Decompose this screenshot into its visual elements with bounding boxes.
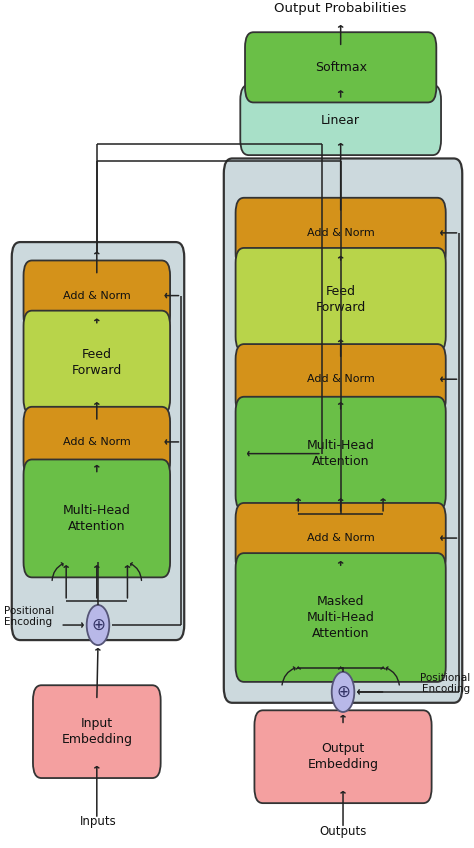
Circle shape: [332, 672, 355, 712]
Text: ⊕: ⊕: [336, 683, 350, 701]
Text: Inputs: Inputs: [80, 815, 116, 828]
FancyBboxPatch shape: [12, 242, 184, 640]
FancyBboxPatch shape: [224, 159, 462, 703]
FancyBboxPatch shape: [236, 198, 446, 268]
FancyBboxPatch shape: [24, 310, 170, 415]
FancyBboxPatch shape: [236, 397, 446, 510]
FancyBboxPatch shape: [236, 503, 446, 573]
FancyBboxPatch shape: [236, 553, 446, 682]
FancyBboxPatch shape: [245, 32, 437, 103]
FancyBboxPatch shape: [33, 685, 161, 778]
FancyBboxPatch shape: [24, 407, 170, 477]
Text: Multi-Head
Attention: Multi-Head Attention: [63, 504, 131, 533]
Text: Input
Embedding: Input Embedding: [61, 717, 132, 746]
Text: Add & Norm: Add & Norm: [63, 291, 131, 300]
FancyBboxPatch shape: [240, 85, 441, 155]
Text: Add & Norm: Add & Norm: [63, 437, 131, 447]
FancyBboxPatch shape: [236, 248, 446, 352]
Text: Linear: Linear: [321, 114, 360, 126]
Text: Positional
Encoding: Positional Encoding: [4, 605, 54, 628]
Text: Add & Norm: Add & Norm: [307, 374, 374, 384]
Text: Multi-Head
Attention: Multi-Head Attention: [307, 439, 374, 468]
Text: Add & Norm: Add & Norm: [307, 228, 374, 238]
FancyBboxPatch shape: [24, 460, 170, 577]
Text: ⊕: ⊕: [91, 616, 105, 634]
Text: Add & Norm: Add & Norm: [307, 533, 374, 543]
Text: Outputs: Outputs: [319, 825, 367, 839]
FancyBboxPatch shape: [24, 260, 170, 331]
Text: Positional
Encoding: Positional Encoding: [420, 672, 470, 695]
Text: Output Probabilities: Output Probabilities: [274, 3, 407, 15]
Text: Feed
Forward: Feed Forward: [316, 285, 366, 315]
Text: Softmax: Softmax: [315, 61, 367, 74]
Text: Output
Embedding: Output Embedding: [308, 742, 379, 771]
FancyBboxPatch shape: [255, 711, 432, 803]
Text: Feed
Forward: Feed Forward: [72, 348, 122, 377]
Text: Masked
Multi-Head
Attention: Masked Multi-Head Attention: [307, 595, 374, 640]
Circle shape: [87, 605, 109, 645]
FancyBboxPatch shape: [236, 344, 446, 415]
